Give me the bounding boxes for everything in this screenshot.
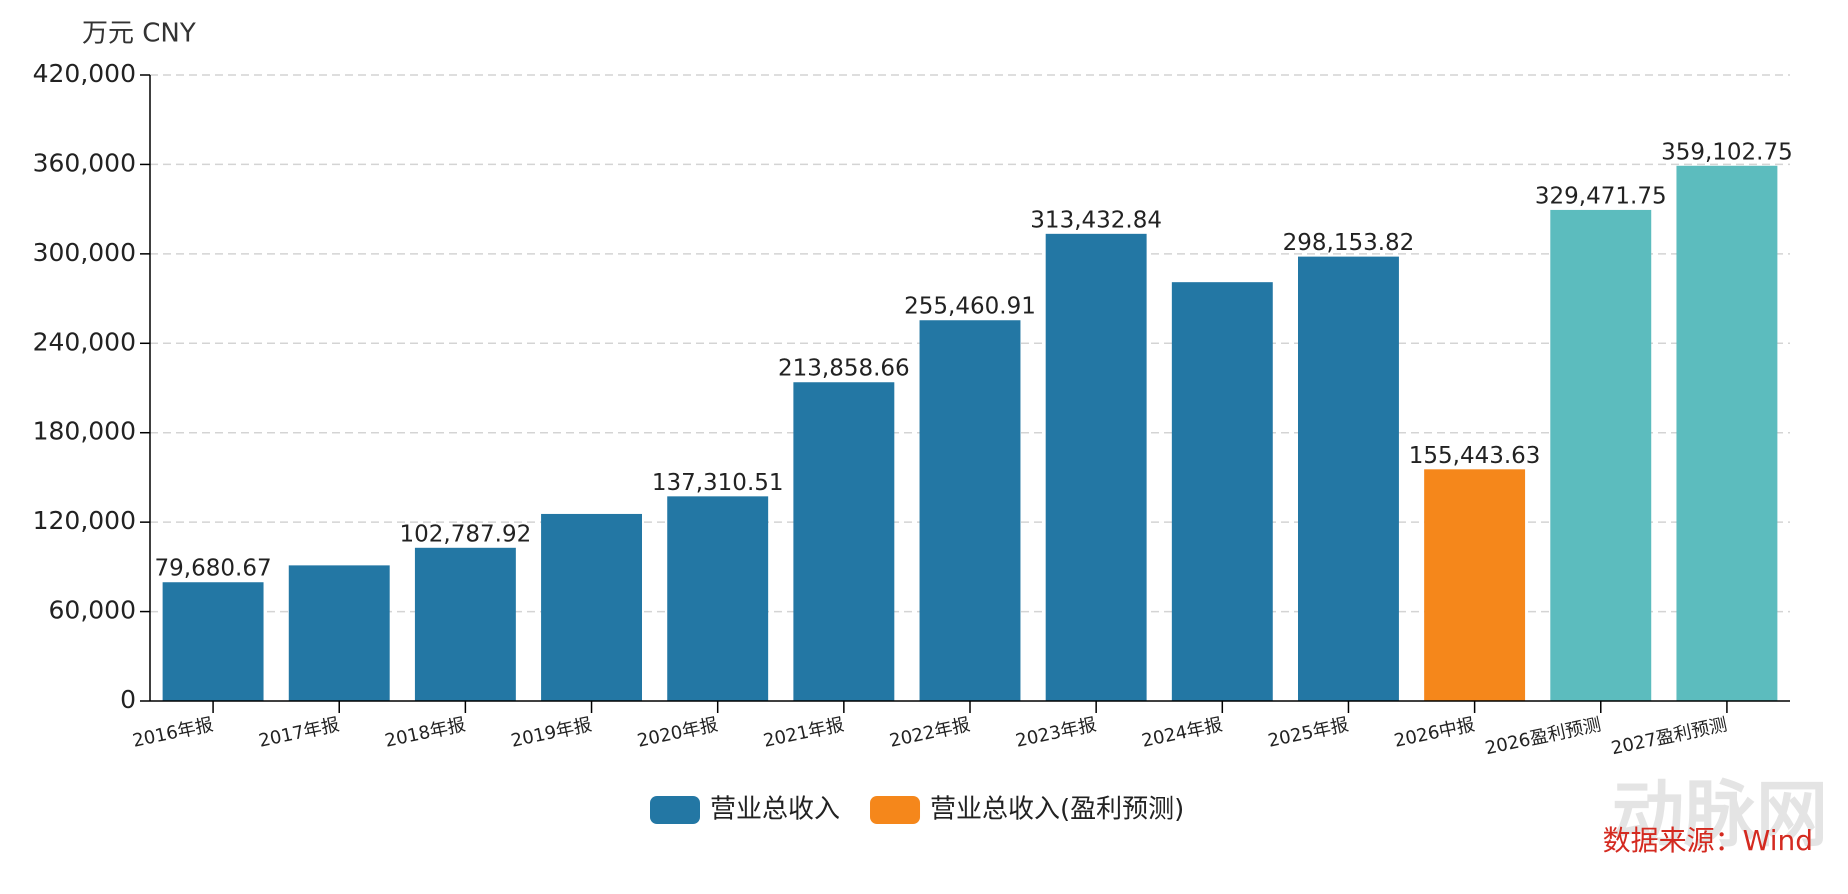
y-tick-label: 0 bbox=[120, 685, 136, 714]
bar bbox=[793, 382, 895, 701]
value-label: 155,443.63 bbox=[1409, 443, 1541, 469]
y-tick-label: 180,000 bbox=[33, 417, 136, 446]
bar bbox=[1424, 469, 1526, 701]
bar bbox=[162, 582, 264, 701]
value-label: 329,471.75 bbox=[1535, 183, 1667, 209]
x-tick-label: 2017年报 bbox=[257, 714, 341, 752]
bar bbox=[288, 565, 390, 701]
x-tick-label: 2023年报 bbox=[1014, 714, 1098, 752]
y-tick-label: 120,000 bbox=[33, 506, 136, 535]
x-tick-label: 2026中报 bbox=[1392, 714, 1476, 752]
x-tick-label: 2021年报 bbox=[762, 714, 846, 752]
x-tick-label: 2019年报 bbox=[509, 714, 593, 752]
value-label: 298,153.82 bbox=[1283, 230, 1415, 256]
bar bbox=[414, 547, 516, 701]
bar bbox=[1676, 165, 1778, 702]
value-label: 137,310.51 bbox=[652, 470, 784, 496]
value-label: 102,787.92 bbox=[400, 521, 532, 547]
unit-label: 万元 CNY bbox=[82, 19, 196, 49]
bar bbox=[541, 513, 642, 701]
legend-label: 营业总收入(盈利预测) bbox=[930, 795, 1184, 825]
x-tick-label: 2022年报 bbox=[888, 714, 972, 752]
bar bbox=[1171, 282, 1273, 701]
bar bbox=[667, 496, 769, 701]
value-label: 255,460.91 bbox=[904, 294, 1036, 320]
bar bbox=[1045, 233, 1147, 701]
value-label: 79,680.67 bbox=[155, 556, 272, 582]
watermark: 动脉网 bbox=[1612, 773, 1828, 857]
y-tick-label: 360,000 bbox=[33, 148, 136, 177]
legend-label: 营业总收入 bbox=[710, 795, 840, 825]
value-label: 213,858.66 bbox=[778, 356, 910, 382]
y-tick-label: 240,000 bbox=[33, 327, 136, 356]
legend-swatch bbox=[870, 796, 921, 824]
value-label: 359,102.75 bbox=[1661, 139, 1793, 165]
x-tick-label: 2025年报 bbox=[1266, 714, 1350, 752]
x-tick-label: 2018年报 bbox=[383, 714, 467, 752]
value-label: 313,432.84 bbox=[1030, 207, 1162, 233]
x-tick-label: 2020年报 bbox=[635, 714, 719, 752]
source: 数据来源：Wind bbox=[1603, 824, 1813, 857]
y-tick-label: 300,000 bbox=[33, 238, 136, 267]
x-tick-label: 2027盈利预测 bbox=[1609, 714, 1729, 759]
bar bbox=[1298, 256, 1399, 701]
y-tick-label: 420,000 bbox=[33, 59, 136, 88]
y-tick-label: 60,000 bbox=[49, 596, 136, 625]
x-tick-label: 2026盈利预测 bbox=[1483, 714, 1603, 759]
bar bbox=[919, 320, 1021, 701]
x-tick-label: 2016年报 bbox=[131, 714, 215, 752]
x-tick-label: 2024年报 bbox=[1140, 714, 1224, 752]
bar bbox=[1550, 209, 1652, 701]
legend-swatch bbox=[650, 796, 700, 824]
